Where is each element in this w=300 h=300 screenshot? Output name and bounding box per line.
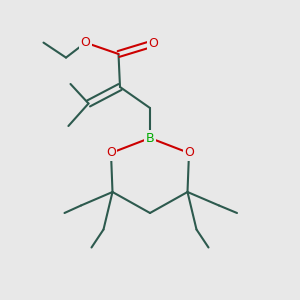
Text: O: O xyxy=(81,36,90,49)
Text: O: O xyxy=(184,146,194,160)
Text: O: O xyxy=(106,146,116,160)
Text: B: B xyxy=(146,131,154,145)
Text: O: O xyxy=(148,37,158,50)
